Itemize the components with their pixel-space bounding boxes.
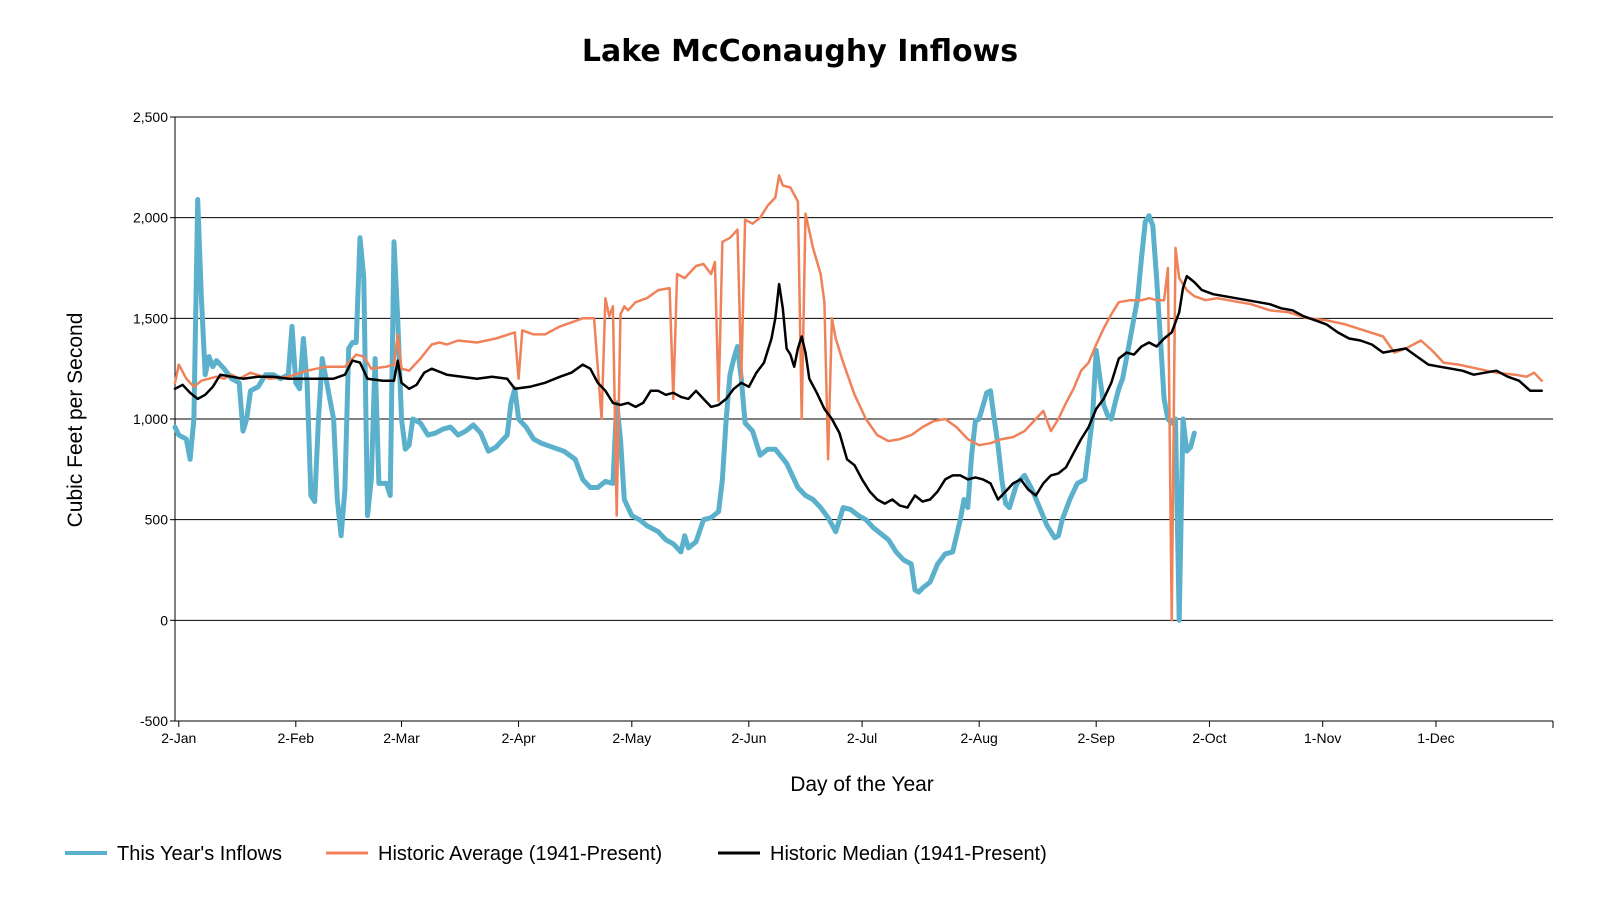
series-line-0 xyxy=(172,197,1197,623)
chart-title: Lake McConaughy Inflows xyxy=(582,34,1018,69)
y-tick-label: 1,500 xyxy=(133,310,168,326)
y-tick-label: 1,000 xyxy=(133,411,168,427)
legend: This Year's Inflows Historic Average (194… xyxy=(65,843,1047,865)
x-tick-label: 1-Dec xyxy=(1417,730,1454,746)
legend-label: Historic Average (1941-Present) xyxy=(378,843,662,865)
y-tick-label: 2,500 xyxy=(133,109,168,125)
x-tick-label: 2-May xyxy=(612,730,651,746)
legend-label: This Year's Inflows xyxy=(117,843,282,865)
legend-item: Historic Median (1941-Present) xyxy=(718,843,1047,865)
axes: -500 0 500 1,000 1,500 2,000 2,500 2-Jan 2-Feb 2-… xyxy=(133,109,1554,746)
x-tick-label: 1-Nov xyxy=(1304,730,1341,746)
x-tick-label: 2-Sep xyxy=(1078,730,1116,746)
series-lines xyxy=(172,174,1543,623)
series-line-2 xyxy=(173,274,1543,509)
x-tick-label: 2-Jun xyxy=(731,730,766,746)
y-tick-label: 500 xyxy=(145,512,169,528)
gridlines xyxy=(175,116,1553,621)
x-tick-label: 2-Jan xyxy=(161,730,196,746)
x-axis-label: Day of the Year xyxy=(790,773,934,796)
y-tick-label: -500 xyxy=(140,713,168,729)
series-line-1 xyxy=(173,174,1543,622)
x-tick-label: 2-Oct xyxy=(1192,730,1226,746)
x-tick-label: 2-Mar xyxy=(383,730,420,746)
legend-label: Historic Median (1941-Present) xyxy=(770,843,1047,865)
x-tick-label: 2-Feb xyxy=(278,730,315,746)
y-tick-label: 0 xyxy=(160,612,168,628)
x-tick-label: 2-Aug xyxy=(960,730,997,746)
y-tick-label: 2,000 xyxy=(133,210,168,226)
legend-item: This Year's Inflows xyxy=(65,843,282,865)
y-axis-label: Cubic Feet per Second xyxy=(64,313,87,528)
legend-item: Historic Average (1941-Present) xyxy=(326,843,662,865)
x-tick-label: 2-Jul xyxy=(847,730,877,746)
x-tick-label: 2-Apr xyxy=(501,730,536,746)
